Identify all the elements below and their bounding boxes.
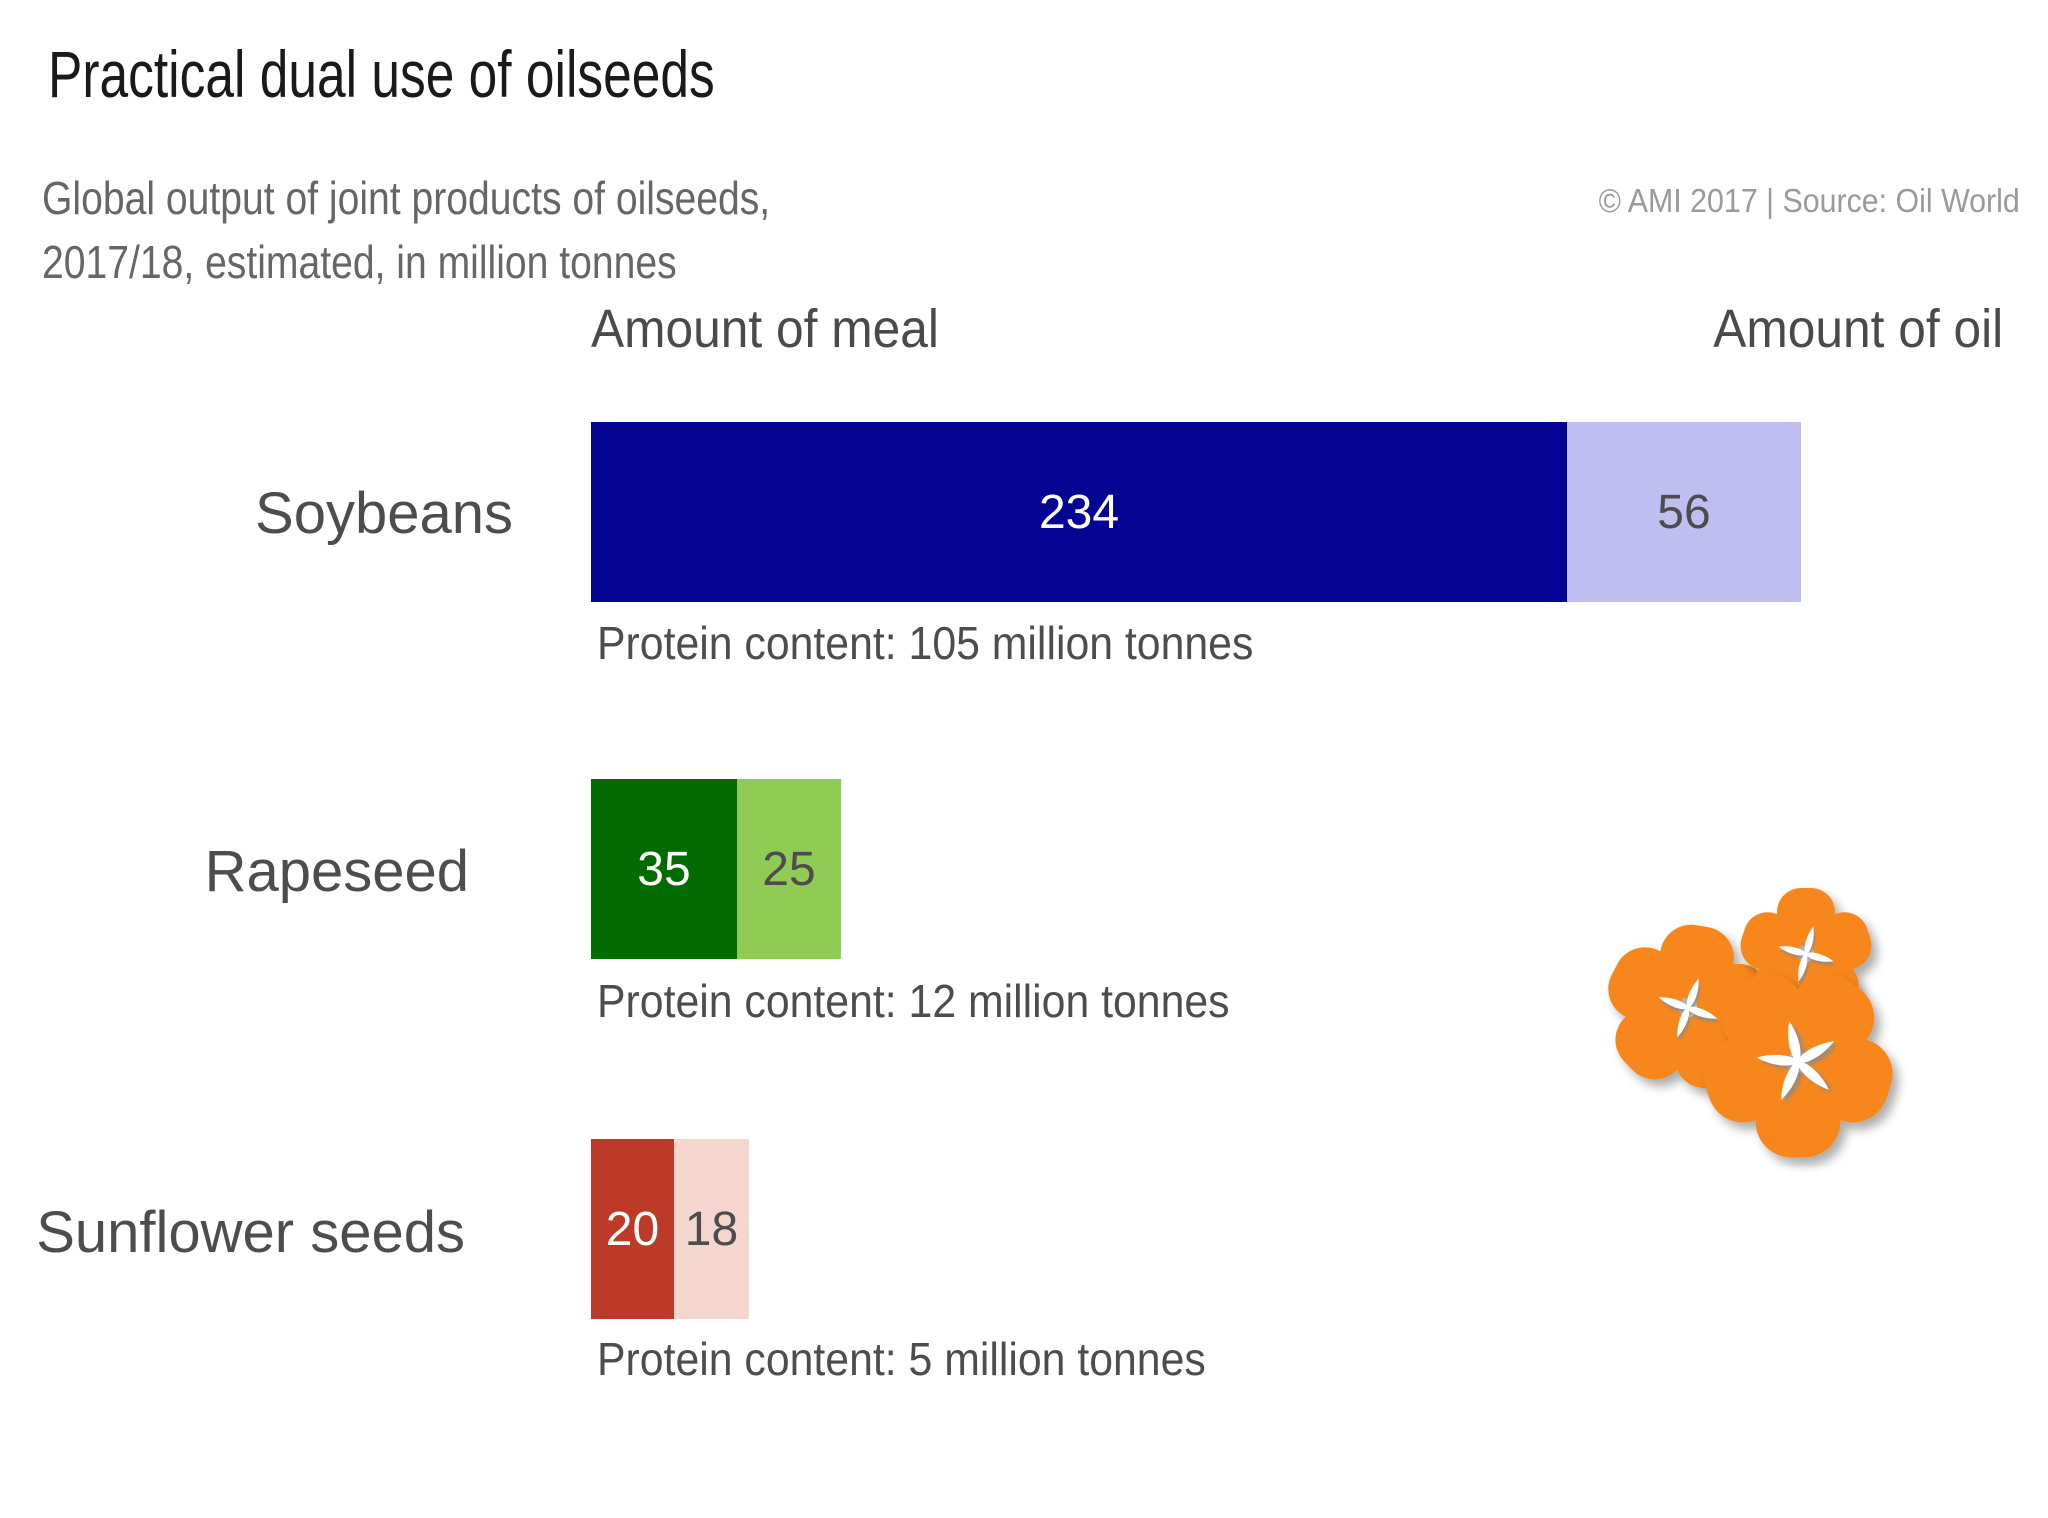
bar-sunflower-oil-segment: 18 — [674, 1139, 749, 1319]
bar-rapeseed-meal-value: 35 — [637, 842, 691, 896]
bar-soybeans-oil-segment: 56 — [1567, 422, 1801, 602]
bar-rapeseed-oil-value: 25 — [762, 842, 816, 896]
column-header-oil: Amount of oil — [1713, 299, 2003, 359]
bar-sunflower-meal-value: 20 — [605, 1202, 660, 1256]
category-label-rapeseed: Rapeseed — [204, 839, 469, 904]
bar-soybeans: 234 56 — [591, 422, 1801, 602]
bar-sunflower-oil-value: 18 — [684, 1202, 739, 1256]
flower-reflection — [1597, 1175, 1902, 1363]
chart-subtitle-line1: Global output of joint products of oilse… — [42, 172, 771, 224]
bar-rapeseed: 35 25 — [591, 779, 841, 959]
chart-subtitle-line2: 2017/18, estimated, in million tonnes — [42, 236, 677, 288]
bar-sunflower-seeds: 20 18 — [591, 1139, 749, 1319]
bar-rapeseed-oil-segment: 25 — [737, 779, 841, 959]
protein-note-sunflower: Protein content: 5 million tonnes — [597, 1333, 1206, 1385]
bar-sunflower-meal-segment: 20 — [591, 1139, 674, 1319]
rapeseed-flower-icon — [1596, 876, 1936, 1362]
bar-rapeseed-meal-segment: 35 — [591, 779, 737, 959]
category-label-sunflower-seeds: Sunflower seeds — [36, 1200, 465, 1265]
category-label-soybeans: Soybeans — [255, 481, 513, 546]
bar-soybeans-meal-segment: 234 — [591, 422, 1567, 602]
bar-soybeans-oil-value: 56 — [1657, 485, 1711, 539]
protein-note-soybeans: Protein content: 105 million tonnes — [597, 617, 1254, 669]
protein-note-rapeseed: Protein content: 12 million tonnes — [597, 975, 1230, 1027]
column-header-meal: Amount of meal — [591, 299, 939, 359]
rapeseed-flower-illustration — [1596, 876, 1936, 1362]
bar-soybeans-meal-value: 234 — [1038, 485, 1120, 539]
page-title: Practical dual use of oilseeds — [48, 37, 715, 111]
copyright-source-text: © AMI 2017 | Source: Oil World — [1598, 182, 2020, 219]
chart-subtitle: Global output of joint products of oilse… — [42, 166, 770, 294]
